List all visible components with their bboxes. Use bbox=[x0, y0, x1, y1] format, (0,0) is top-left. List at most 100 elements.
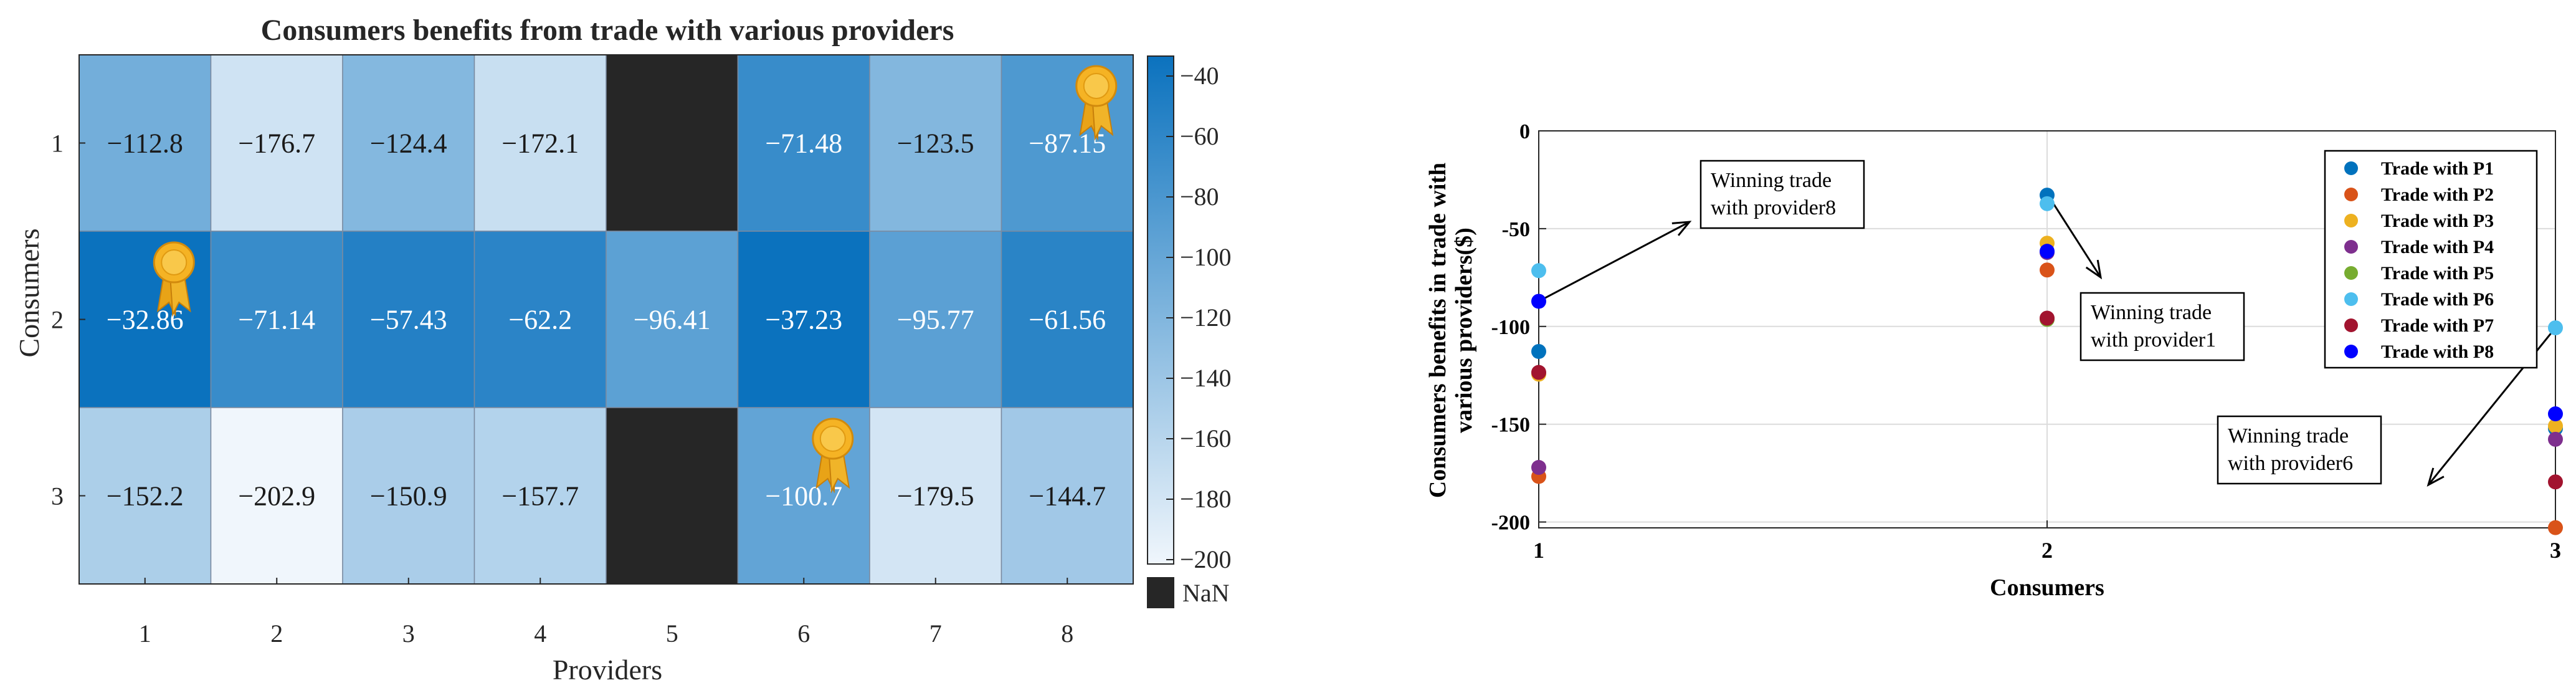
scatter-point bbox=[2040, 262, 2055, 278]
heatmap-cell-label: −71.48 bbox=[765, 128, 842, 159]
scatter-chart: 1 2 3 0 -50 -100 -150 -200 Consumers Consumers… bbox=[1425, 120, 2563, 601]
scatter-y-tick-label: -100 bbox=[1491, 316, 1530, 339]
heatmap-cell bbox=[473, 231, 607, 408]
heatmap-y-ticks: 1 2 3 bbox=[51, 130, 85, 510]
heatmap-cell bbox=[210, 231, 343, 408]
heatmap-cell-label: −71.14 bbox=[238, 305, 315, 335]
heatmap-cell-label: −96.41 bbox=[634, 305, 711, 335]
medal-inner-disc bbox=[819, 426, 846, 452]
scatter-point bbox=[2548, 431, 2563, 447]
colorbar-tick-label: −200 bbox=[1180, 545, 1232, 573]
heatmap-cell-label: −62.2 bbox=[508, 305, 572, 335]
legend-label: Trade with P5 bbox=[2381, 263, 2494, 284]
heatmap-cell bbox=[606, 407, 739, 585]
scatter-point bbox=[2040, 310, 2055, 326]
annotation-box bbox=[2217, 415, 2382, 485]
annotation-text: with provider1 bbox=[2091, 328, 2216, 351]
heatmap-x-tick-label: 6 bbox=[797, 619, 810, 648]
scatter-annotations: Winning trade with provider8 Winning trade… bbox=[1538, 160, 2557, 487]
heatmap-cell bbox=[473, 54, 607, 232]
colorbar bbox=[1147, 55, 1174, 565]
heatmap-cell-label: −112.8 bbox=[107, 128, 183, 159]
legend-label: Trade with P3 bbox=[2381, 211, 2494, 231]
heatmap-cell-label: −157.7 bbox=[501, 481, 579, 512]
heatmap-y-tick-label: 3 bbox=[51, 482, 64, 510]
annotation-arrow bbox=[1538, 221, 1690, 302]
heatmap-cell-label: −202.9 bbox=[238, 481, 315, 512]
colorbar-tick-label: −180 bbox=[1180, 485, 1232, 513]
heatmap-x-tick-label: 3 bbox=[402, 619, 415, 648]
winner-medal-icon bbox=[153, 241, 195, 317]
annotation-arrowhead bbox=[2085, 259, 2103, 280]
heatmap-cell bbox=[869, 407, 1002, 585]
heatmap-x-tick-label: 1 bbox=[139, 619, 151, 648]
scatter-point bbox=[1531, 263, 1546, 279]
annotation-text: Winning trade bbox=[2228, 424, 2349, 447]
scatter-y-ticks: 0 -50 -100 -150 -200 bbox=[1491, 120, 1546, 535]
legend-box bbox=[2324, 150, 2538, 369]
scatter-point bbox=[1531, 460, 1546, 476]
heatmap-y-axis-label: Consumers bbox=[13, 229, 45, 358]
heatmap-cell-label: −123.5 bbox=[897, 128, 974, 159]
annotation-box bbox=[2079, 292, 2245, 361]
heatmap-cell-label: −57.43 bbox=[370, 305, 447, 335]
annotation-box bbox=[1699, 160, 1865, 229]
heatmap-x-ticks: 1 2 3 4 5 6 7 8 bbox=[139, 578, 1073, 648]
legend-label: Trade with P8 bbox=[2381, 342, 2494, 362]
heatmap-cell bbox=[737, 231, 870, 408]
legend-marker bbox=[2344, 318, 2358, 332]
heatmap-cell bbox=[606, 231, 739, 408]
legend-marker bbox=[2344, 161, 2358, 175]
heatmap-cell bbox=[737, 54, 870, 232]
colorbar-tick-label: −40 bbox=[1180, 62, 1219, 90]
legend-label: Trade with P7 bbox=[2381, 315, 2494, 336]
colorbar-tick-label: −140 bbox=[1180, 364, 1232, 392]
winner-medal-icon bbox=[1075, 65, 1118, 141]
medal-inner-disc bbox=[1083, 73, 1110, 99]
scatter-point bbox=[2040, 196, 2055, 211]
scatter-x-axis-label: Consumers bbox=[1990, 575, 2104, 601]
heatmap-x-tick-label: 5 bbox=[666, 619, 678, 648]
annotation-arrow bbox=[2048, 197, 2102, 278]
heatmap-x-tick-label: 4 bbox=[534, 619, 546, 648]
scatter-point bbox=[1531, 365, 1546, 380]
scatter-point bbox=[1531, 343, 1546, 359]
legend-label: Trade with P2 bbox=[2381, 184, 2494, 205]
heatmap-cell-label: −150.9 bbox=[370, 481, 447, 512]
heatmap-cell-label: −179.5 bbox=[897, 481, 974, 512]
colorbar-tick-label: −100 bbox=[1180, 243, 1232, 271]
legend-marker bbox=[2344, 214, 2358, 227]
heatmap-cell bbox=[210, 407, 343, 585]
colorbar-tick-label: −80 bbox=[1180, 183, 1219, 211]
heatmap-x-tick-label: 8 bbox=[1061, 619, 1073, 648]
heatmap-x-axis-label: Providers bbox=[553, 654, 662, 686]
heatmap-cell-label: −144.7 bbox=[1029, 481, 1106, 512]
heatmap-cell-label: −100.7 bbox=[765, 481, 842, 512]
legend-label: Trade with P4 bbox=[2381, 237, 2494, 257]
legend-marker bbox=[2344, 292, 2358, 306]
heatmap-cells: −112.8 −176.7 −124.4 −172.1 −71.48 −123.5 −87.… bbox=[78, 54, 1134, 585]
heatmap-cell-label: −32.86 bbox=[107, 305, 184, 335]
scatter-legend: Trade with P1 Trade with P2 Trade with P3 T… bbox=[2324, 150, 2538, 369]
nan-swatch bbox=[1147, 577, 1174, 608]
scatter-y-tick-label: -50 bbox=[1502, 218, 1530, 241]
scatter-point bbox=[2548, 474, 2563, 490]
annotation-arrowhead bbox=[2426, 467, 2445, 487]
scatter-y-tick-label: 0 bbox=[1519, 120, 1530, 143]
heatmap-cell-label: −61.56 bbox=[1029, 305, 1106, 335]
heatmap-y-tick-label: 1 bbox=[51, 130, 64, 158]
heatmap-x-tick-label: 7 bbox=[929, 619, 942, 648]
annotation-text: with provider6 bbox=[2228, 452, 2353, 475]
nan-label: NaN bbox=[1182, 579, 1230, 607]
legend-marker bbox=[2344, 240, 2358, 254]
scatter-y-tick-label: -200 bbox=[1491, 512, 1530, 535]
legend-label: Trade with P6 bbox=[2381, 289, 2494, 310]
legend-marker bbox=[2344, 266, 2358, 280]
heatmap-cell bbox=[473, 407, 607, 585]
winner-medal-icon bbox=[812, 418, 854, 494]
heatmap-cell-label: −87.15 bbox=[1029, 128, 1106, 159]
heatmap-y-tick-label: 2 bbox=[51, 306, 64, 334]
scatter-point bbox=[2548, 406, 2563, 422]
heatmap-title: Consumers benefits from trade with vario… bbox=[261, 14, 954, 47]
heatmap-cell-label: −152.2 bbox=[107, 481, 184, 512]
